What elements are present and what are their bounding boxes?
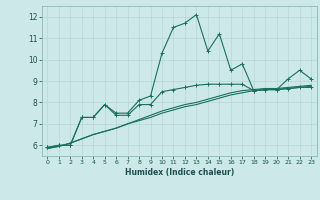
X-axis label: Humidex (Indice chaleur): Humidex (Indice chaleur) [124,168,234,177]
